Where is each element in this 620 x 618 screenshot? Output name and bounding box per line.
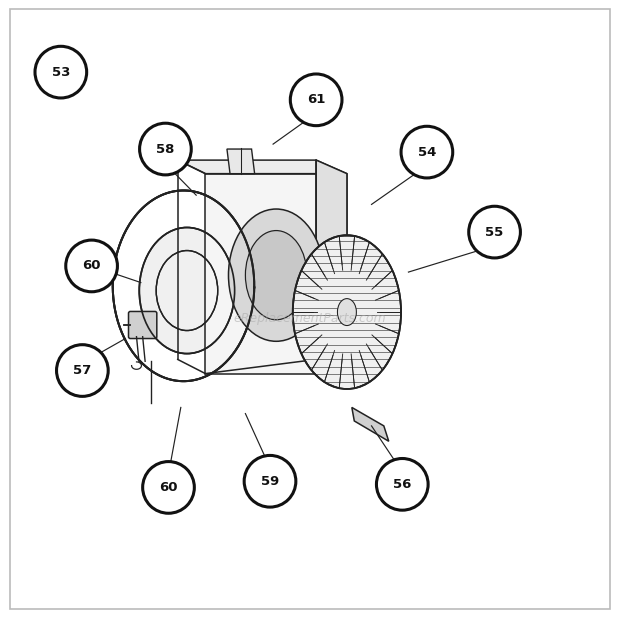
Ellipse shape [246, 231, 307, 320]
Ellipse shape [337, 298, 356, 326]
Polygon shape [352, 407, 389, 441]
Polygon shape [178, 160, 347, 174]
Text: 60: 60 [159, 481, 178, 494]
Circle shape [290, 74, 342, 125]
Text: eReplacementParts.com: eReplacementParts.com [234, 311, 386, 324]
Polygon shape [205, 174, 347, 374]
Circle shape [66, 240, 117, 292]
Circle shape [140, 123, 191, 175]
Circle shape [143, 462, 194, 514]
Circle shape [56, 345, 108, 396]
Text: 54: 54 [418, 146, 436, 159]
Ellipse shape [140, 227, 234, 353]
Text: 59: 59 [261, 475, 279, 488]
Circle shape [401, 126, 453, 178]
Ellipse shape [293, 235, 401, 389]
Polygon shape [316, 160, 347, 374]
Polygon shape [227, 149, 255, 174]
Circle shape [469, 206, 520, 258]
Text: 55: 55 [485, 226, 503, 239]
FancyBboxPatch shape [128, 311, 157, 339]
Circle shape [244, 455, 296, 507]
Text: 53: 53 [51, 66, 70, 78]
Circle shape [376, 459, 428, 510]
Text: 58: 58 [156, 143, 175, 156]
Text: 61: 61 [307, 93, 326, 106]
Text: 56: 56 [393, 478, 412, 491]
Circle shape [35, 46, 87, 98]
Ellipse shape [229, 209, 324, 341]
Text: 57: 57 [73, 364, 92, 377]
Text: 60: 60 [82, 260, 101, 273]
